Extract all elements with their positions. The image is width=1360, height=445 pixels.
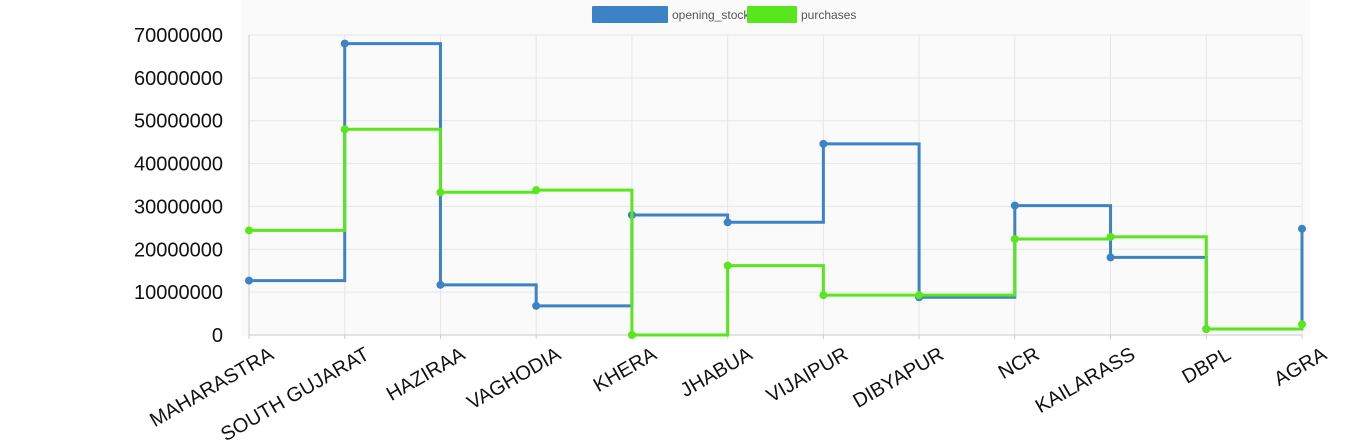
point-purchases-agra[interactable] (1298, 320, 1306, 329)
point-opening-stock-agra[interactable] (1298, 224, 1306, 233)
point-purchases-vaghodia[interactable] (532, 186, 541, 195)
x-tick-label-agra: AGRA (1270, 343, 1331, 391)
y-tick-label: 0 (212, 325, 223, 347)
point-purchases-dbpl[interactable] (1202, 325, 1211, 333)
x-tick-label-vijaipur: VIJAIPUR (763, 343, 852, 407)
y-tick-label: 50000000 (134, 111, 223, 133)
point-opening-stock-ncr[interactable] (1010, 201, 1019, 210)
x-tick-label-vaghodia: VAGHODIA (464, 343, 566, 414)
x-tick-label-ncr: NCR (995, 343, 1044, 384)
x-tick-label-khera: KHERA (590, 343, 661, 397)
x-tick-label-jhabua: JHABUA (677, 343, 757, 402)
y-tick-label: 40000000 (134, 154, 223, 176)
legend-label-purchases: purchases (801, 8, 856, 22)
point-purchases-khera[interactable] (627, 331, 636, 339)
legend-item-purchases[interactable]: purchases (747, 6, 856, 23)
point-opening-stock-jhabua[interactable] (723, 218, 732, 227)
point-purchases-haziraa[interactable] (436, 188, 445, 197)
x-tick-label-dibyapur: DIBYAPUR (849, 343, 947, 412)
legend-label-opening-stock: opening_stock (672, 8, 750, 22)
point-purchases-jhabua[interactable] (723, 261, 732, 270)
point-opening-stock-vijaipur[interactable] (819, 139, 828, 148)
point-purchases-ncr[interactable] (1010, 235, 1019, 243)
y-tick-label: 70000000 (134, 25, 223, 47)
series-line-opening-stock (249, 42, 1304, 331)
legend-swatch-opening-stock (592, 6, 668, 23)
y-tick-label: 10000000 (134, 282, 223, 304)
point-purchases-kailarass[interactable] (1106, 232, 1115, 241)
point-purchases-dibyapur[interactable] (915, 291, 924, 300)
point-opening-stock-kailarass[interactable] (1106, 253, 1115, 262)
legend[interactable]: opening_stock purchases (592, 6, 856, 23)
y-tick-label: 20000000 (134, 239, 223, 261)
legend-swatch-purchases (747, 6, 797, 23)
point-opening-stock-maharastra[interactable] (245, 276, 253, 285)
point-purchases-maharastra[interactable] (245, 226, 253, 235)
series-group (245, 39, 1306, 339)
x-tick-label-kailarass: KAILARASS (1032, 343, 1139, 418)
point-purchases-south-gujarat[interactable] (340, 125, 349, 134)
y-tick-label: 60000000 (134, 68, 223, 90)
series-line-purchases (249, 127, 1304, 337)
point-opening-stock-haziraa[interactable] (436, 280, 445, 289)
x-tick-label-haziraa: HAZIRAA (383, 343, 470, 406)
x-tick-label-dbpl: DBPL (1179, 343, 1235, 388)
legend-item-opening-stock[interactable]: opening_stock (592, 6, 750, 23)
point-purchases-vijaipur[interactable] (819, 291, 828, 300)
plot-background (241, 0, 1310, 336)
y-axis: 0 10000000 20000000 30000000 40000000 5000000… (134, 25, 250, 347)
y-tick-label: 30000000 (134, 196, 223, 218)
series-opening-stock (245, 39, 1306, 333)
series-purchases (245, 125, 1306, 339)
point-opening-stock-south-gujarat[interactable] (340, 39, 349, 48)
point-opening-stock-vaghodia[interactable] (532, 301, 541, 310)
